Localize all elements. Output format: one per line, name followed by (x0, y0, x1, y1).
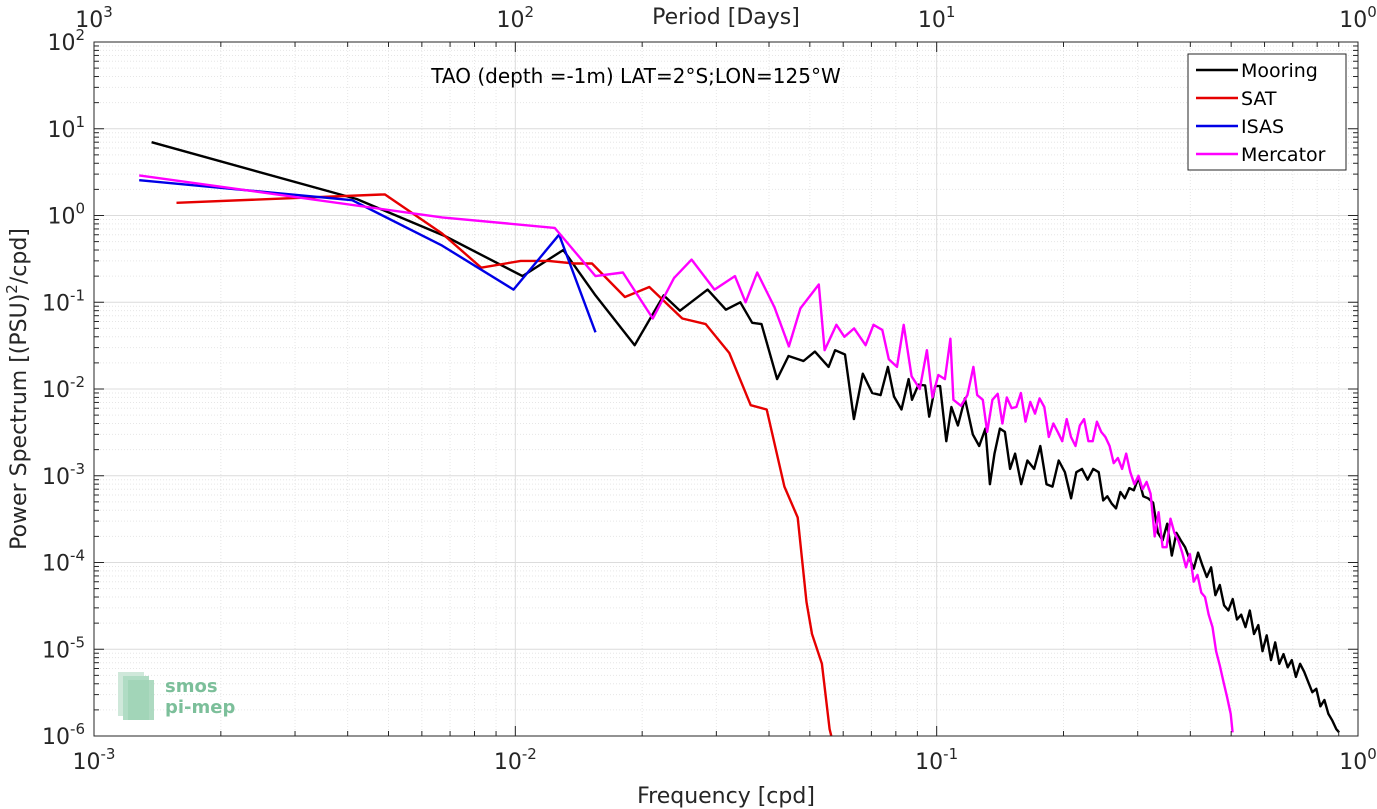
tick-exponent: -5 (70, 633, 85, 651)
tick-exponent: -3 (70, 460, 85, 478)
tick-exponent: 0 (75, 200, 85, 218)
tick-marks (93, 41, 1359, 737)
tick-base: 10 (915, 750, 943, 775)
series-line-mercator (139, 174, 1234, 733)
series-line-isas (139, 179, 597, 333)
legend-label-isas: ISAS (1241, 116, 1284, 138)
top-axis-label: Period [Days] (652, 5, 800, 30)
y-tick-label: 10-2 (42, 373, 85, 403)
y-tick-label: 101 (47, 113, 85, 143)
x-tick-label: 10-3 (73, 745, 116, 775)
tick-exponent: 2 (75, 26, 85, 44)
tick-base: 10 (42, 638, 70, 663)
tick-base: 10 (42, 378, 70, 403)
top-tick-label: 102 (497, 3, 535, 33)
series-line-sat (176, 193, 833, 736)
legend: Mooring SAT ISAS Mercator (1187, 53, 1347, 171)
x-tick-label: 10-1 (915, 745, 958, 775)
tick-base: 10 (47, 118, 75, 143)
tick-base: 10 (42, 552, 70, 577)
y-axis-label: Power Spectrum [(PSU)2/cpd] (3, 228, 32, 550)
tick-exponent: 1 (75, 113, 85, 131)
y-tick-label: 10-3 (42, 460, 85, 490)
tick-exponent: 0 (1367, 3, 1377, 21)
legend-label-sat: SAT (1241, 88, 1277, 110)
top-tick-label: 100 (1339, 3, 1377, 33)
y-label-main: Power Spectrum [(PSU) (7, 294, 32, 550)
tick-base: 10 (497, 8, 525, 33)
tick-base: 10 (1339, 750, 1367, 775)
x-tick-label: 10-2 (494, 745, 537, 775)
legend-label-mercator: Mercator (1241, 144, 1326, 166)
tick-base: 10 (47, 205, 75, 230)
top-tick-label: 103 (75, 3, 113, 33)
tick-exponent: 1 (946, 3, 956, 21)
tick-exponent: -1 (943, 745, 958, 763)
logo-mark (118, 672, 154, 720)
chart-annotation: TAO (depth =-1m) LAT=2°S;LON=125°W (430, 64, 841, 88)
y-label-tail: /cpd] (7, 228, 32, 284)
y-tick-label: 10-5 (42, 633, 85, 663)
y-tick-label: 100 (47, 200, 85, 230)
top-tick-labels: 103 102 101 100 (75, 3, 1377, 33)
tick-base: 10 (42, 725, 70, 750)
tick-base: 10 (42, 291, 70, 316)
legend-label-mooring: Mooring (1241, 60, 1318, 82)
minor-grid (94, 42, 1358, 736)
y-label-sup: 2 (3, 284, 21, 294)
tick-exponent: 0 (1367, 745, 1377, 763)
y-tick-label: 102 (47, 26, 85, 56)
tick-base: 10 (73, 750, 101, 775)
tick-exponent: -6 (70, 720, 85, 738)
smos-logo: smos pi-mep (118, 672, 235, 720)
tick-base: 10 (47, 31, 75, 56)
tick-base: 10 (75, 8, 103, 33)
series-layer (139, 141, 1341, 736)
tick-exponent: 2 (525, 3, 535, 21)
tick-exponent: 3 (103, 3, 113, 21)
tick-base: 10 (494, 750, 522, 775)
logo-text-pimep: pi-mep (165, 697, 235, 718)
tick-exponent: -1 (70, 286, 85, 304)
y-tick-label: 10-6 (42, 720, 85, 750)
legend-box (1187, 53, 1347, 171)
tick-exponent: -4 (70, 547, 85, 565)
y-tick-label: 10-4 (42, 547, 85, 577)
tick-base: 10 (1339, 8, 1367, 33)
top-tick-label: 101 (918, 3, 956, 33)
series-line-mooring (151, 141, 1341, 734)
x-tick-labels: 10-3 10-2 10-1 100 (73, 745, 1377, 775)
tick-exponent: -2 (70, 373, 85, 391)
tick-exponent: -2 (522, 745, 537, 763)
x-tick-label: 100 (1339, 745, 1377, 775)
x-axis-label: Frequency [cpd] (637, 784, 815, 809)
tick-base: 10 (918, 8, 946, 33)
tick-base: 10 (42, 465, 70, 490)
tick-exponent: -3 (101, 745, 116, 763)
y-tick-label: 10-1 (42, 286, 85, 316)
logo-text-smos: smos (165, 676, 218, 697)
